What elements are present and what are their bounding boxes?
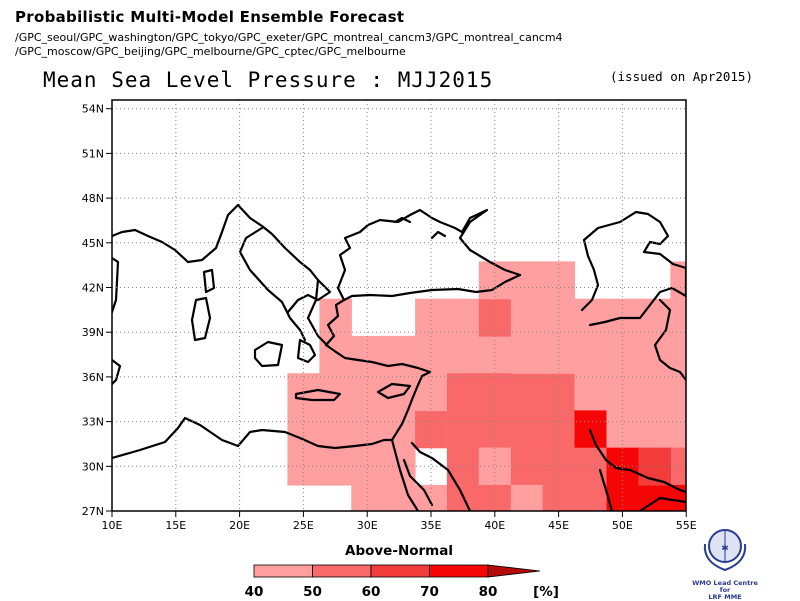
lat-label: 27N	[82, 505, 104, 518]
coastlines	[112, 203, 686, 511]
page-title: Probabilistic Multi-Model Ensemble Forec…	[15, 8, 405, 26]
lon-label: 20E	[229, 519, 250, 532]
map-title: Mean Sea Level Pressure : MJJ2015	[43, 68, 494, 92]
probability-cell	[478, 447, 511, 485]
probability-cell	[542, 335, 576, 374]
logo-text-2: LRF MME	[708, 593, 742, 601]
lon-label: 50E	[612, 519, 633, 532]
probability-cell	[510, 373, 544, 412]
lat-label: 51N	[82, 147, 104, 160]
probability-cell	[478, 484, 512, 511]
lon-label: 45E	[548, 519, 569, 532]
legend-arrow	[487, 564, 541, 578]
probability-cell	[383, 335, 416, 374]
lat-label: 42N	[82, 282, 104, 295]
probability-cell	[383, 484, 416, 511]
lon-label: 15E	[165, 519, 186, 532]
probability-cell	[510, 447, 544, 486]
probability-cell	[446, 373, 480, 412]
models-list-line2: /GPC_moscow/GPC_beijing/GPC_melbourne/GP…	[15, 45, 406, 58]
probability-cell	[542, 298, 576, 337]
probability-cell	[446, 335, 480, 374]
probability-cell	[574, 373, 607, 412]
probability-cell	[638, 410, 671, 449]
probability-cell	[574, 335, 607, 374]
probability-cell	[446, 298, 480, 337]
probability-cell	[510, 298, 544, 337]
legend-tick-label: 70	[420, 584, 439, 600]
legend-tick-label: 40	[245, 584, 264, 600]
svg-text:✱: ✱	[721, 544, 729, 554]
lat-label: 45N	[82, 237, 104, 250]
probability-cell	[478, 298, 512, 337]
lat-label: 48N	[82, 192, 104, 205]
probability-cell	[446, 447, 480, 486]
lon-label: 30E	[357, 519, 378, 532]
legend-colorbar: 40 50 60 70 80 [%]	[245, 564, 559, 600]
legend-swatch	[253, 564, 313, 578]
probability-cell	[574, 484, 607, 511]
lat-label: 39N	[82, 326, 104, 339]
probability-cell	[351, 335, 384, 374]
probability-cell	[415, 298, 448, 337]
probability-cell	[542, 447, 576, 486]
lat-label: 36N	[82, 371, 104, 384]
probability-cell	[606, 335, 639, 374]
legend-swatch	[370, 564, 430, 578]
probability-cell	[510, 484, 544, 511]
probability-cell	[606, 447, 639, 486]
models-list-line1: /GPC_seoul/GPC_washington/GPC_tokyo/GPC_…	[15, 31, 563, 44]
probability-cell	[606, 484, 639, 511]
probability-cell	[638, 484, 671, 511]
probability-cell	[510, 335, 544, 374]
probability-cell	[510, 410, 544, 449]
probability-cell	[670, 373, 686, 412]
legend-swatch	[312, 564, 372, 578]
probability-cell	[415, 335, 448, 374]
probability-cell	[319, 410, 352, 449]
legend-title: Above-Normal	[345, 543, 453, 559]
probability-cell	[446, 484, 480, 511]
legend-tick-label: 60	[362, 584, 381, 600]
probability-cell	[638, 335, 671, 374]
legend-unit: [%]	[533, 584, 559, 600]
wmo-emblem-icon: ✱	[703, 529, 747, 572]
legend-tick-label: 50	[303, 584, 322, 600]
lat-label: 33N	[82, 416, 104, 429]
probability-cell	[638, 373, 671, 412]
lat-label: 54N	[82, 103, 104, 116]
probability-cell	[670, 298, 686, 337]
probability-cell	[542, 484, 576, 511]
logo-text-1: WMO Lead Centre for	[692, 579, 758, 594]
lon-label: 35E	[421, 519, 442, 532]
lon-label: 10E	[102, 519, 123, 532]
lat-label: 30N	[82, 460, 104, 473]
lon-label: 25E	[293, 519, 314, 532]
probability-cell	[670, 335, 686, 374]
legend-tick-label: 80	[479, 584, 498, 600]
probability-cell	[510, 261, 544, 300]
wmo-logo: ✱ WMO Lead Centre for LRF MME	[690, 524, 760, 601]
probability-cell	[446, 410, 480, 449]
probability-cell	[415, 484, 448, 511]
probability-cell	[670, 410, 686, 449]
lon-label: 40E	[484, 519, 505, 532]
probability-cell	[478, 335, 512, 374]
probability-cell	[574, 298, 607, 337]
issued-date: (issued on Apr2015)	[610, 69, 753, 84]
probability-cell	[670, 447, 686, 486]
map-frame	[111, 99, 687, 512]
probability-cell	[351, 484, 384, 511]
legend-swatch	[429, 564, 489, 578]
lon-label: 55E	[676, 519, 697, 532]
